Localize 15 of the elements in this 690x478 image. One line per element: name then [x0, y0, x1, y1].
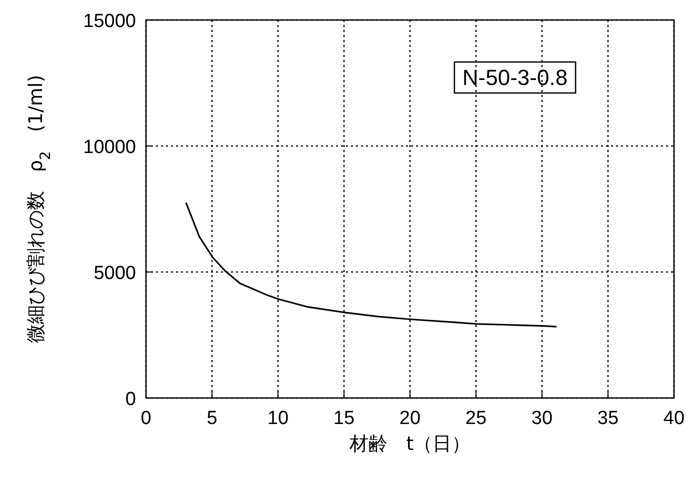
x-tick-label: 15: [333, 408, 355, 429]
x-tick-label: 5: [206, 408, 218, 429]
x-tick-label: 30: [531, 408, 553, 429]
x-tick-label: 0: [140, 408, 152, 429]
y-tick-label: 5000: [94, 263, 136, 284]
x-tick-label: 25: [465, 408, 487, 429]
x-tick-label: 20: [399, 408, 421, 429]
annotation: N-50-3-0.8: [462, 65, 568, 90]
y-tick-label: 0: [125, 389, 136, 410]
x-tick-label: 10: [267, 408, 289, 429]
y-tick-label: 10000: [83, 137, 136, 158]
x-tick-label: 40: [663, 408, 685, 429]
y-tick-label: 15000: [83, 11, 136, 32]
x-axis-title: 材齢 t（日）: [348, 433, 471, 455]
x-tick-label: 35: [597, 408, 619, 429]
